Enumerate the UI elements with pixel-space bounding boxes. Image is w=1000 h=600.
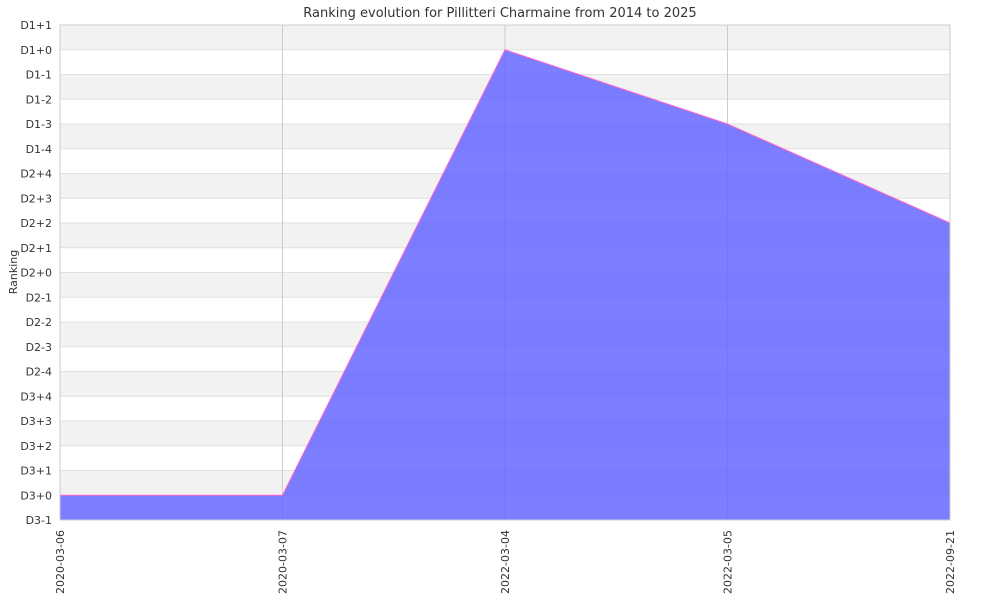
x-tick-label: 2022-03-04 <box>499 530 512 594</box>
y-tick-label: D2+4 <box>20 168 52 181</box>
y-tick-label: D1+1 <box>20 19 52 32</box>
y-tick-label: D2+0 <box>20 267 52 280</box>
y-tick-label: D1-3 <box>26 118 52 131</box>
y-tick-label: D1-1 <box>26 69 52 82</box>
y-tick-label: D2-1 <box>26 291 52 304</box>
x-tick-label: 2020-03-06 <box>54 530 67 594</box>
y-tick-label: D2+1 <box>20 242 52 255</box>
y-tick-label: D2+2 <box>20 217 52 230</box>
y-tick-labels: D3-1 D3+0 D3+1 D3+2 D3+3 D3+4 D2-4 D2-3 D2-2 D2-1… <box>20 19 52 527</box>
chart-title: Ranking evolution for Pillitteri Charmai… <box>303 6 696 21</box>
y-tick-label: D1-4 <box>26 143 52 156</box>
x-tick-label: 2022-03-05 <box>722 530 735 594</box>
y-axis-label: Ranking <box>7 250 20 295</box>
ranking-line <box>60 49 951 496</box>
y-tick-label: D2-2 <box>26 316 52 329</box>
y-tick-label: D3+1 <box>20 465 52 478</box>
y-tick-label: D3+3 <box>20 415 52 428</box>
x-tick-label: 2022-09-21 <box>944 530 957 594</box>
y-tick-label: D1+0 <box>20 44 52 57</box>
y-tick-label: D3+0 <box>20 489 52 502</box>
y-tick-label: D2-4 <box>26 366 52 379</box>
x-tick-labels: 2020-03-06 2020-03-07 2022-03-04 2022-03-05… <box>54 530 957 594</box>
y-tick-label: D1-2 <box>26 93 52 106</box>
y-tick-label: D2+3 <box>20 192 52 205</box>
y-tick-label: D3+2 <box>20 440 52 453</box>
y-tick-label: D3-1 <box>26 514 52 527</box>
y-tick-label: D2-3 <box>26 341 52 354</box>
x-tick-label: 2020-03-07 <box>277 530 290 594</box>
y-tick-label: D3+4 <box>20 390 52 403</box>
ranking-area <box>60 49 950 520</box>
plot-frame <box>59 24 951 521</box>
